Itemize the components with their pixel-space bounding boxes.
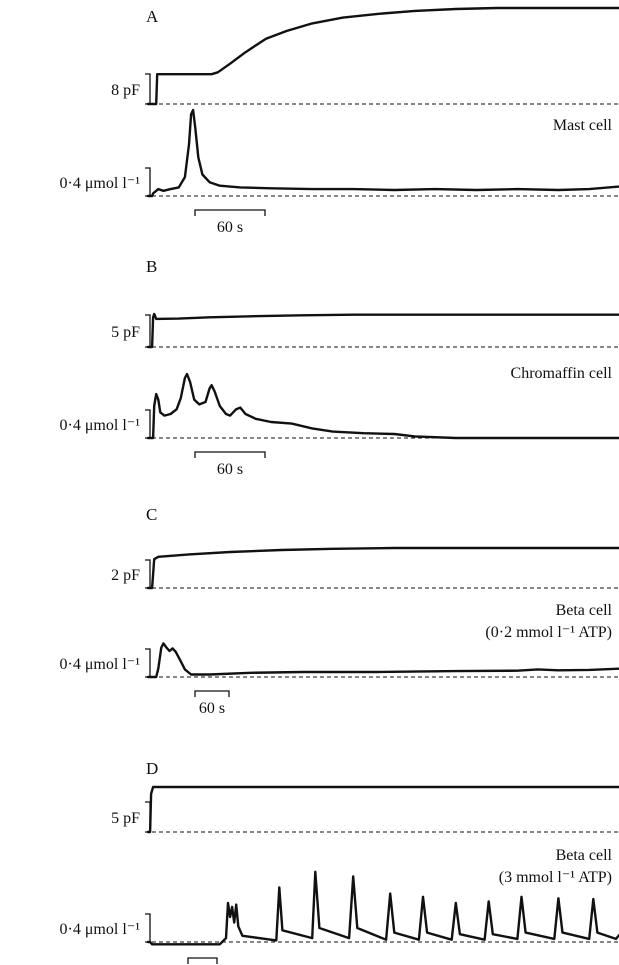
panel-d-cell-label-line-2: (3 mmol l⁻¹ ATP)	[499, 869, 612, 886]
panel-b-calcium-trace	[146, 372, 619, 440]
panel-b-capacitance-scale-bar	[145, 314, 151, 348]
panel-a-time-scale-label: 60 s	[217, 219, 243, 236]
panel-d-capacitance-trace	[146, 785, 619, 834]
panel-b-capacitance-trace	[146, 312, 619, 349]
panel-c-cell-label-line-2: (0·2 mmol l⁻¹ ATP)	[485, 624, 612, 641]
panel-c-capacitance-trace	[146, 546, 619, 590]
panel-c-letter: C	[146, 505, 157, 524]
panel-a-calcium-scale-label: 0·4 μmol l⁻¹	[60, 175, 141, 192]
panel-c-calcium-scale-bar	[145, 648, 151, 678]
panel-c-time-scale-label: 60 s	[199, 700, 225, 717]
panel-c-capacitance-scale-label: 2 pF	[111, 567, 140, 584]
panel-c-calcium-trace	[146, 642, 619, 679]
panel-d-letter: D	[146, 759, 158, 778]
panel-a-capacitance-scale-label: 8 pF	[111, 82, 140, 99]
panel-a-time-scale-bar	[194, 209, 266, 216]
panel-a-calcium-scale-bar	[145, 167, 151, 197]
panel-a-capacitance-scale-bar	[145, 73, 151, 105]
panel-d-calcium-scale-label: 0·4 μmol l⁻¹	[60, 921, 141, 938]
panel-b-capacitance-scale-label: 5 pF	[111, 324, 140, 341]
panel-d-calcium-trace	[146, 870, 619, 946]
panel-a-capacitance-trace	[146, 6, 619, 106]
panel-c-capacitance-scale-bar	[145, 559, 151, 589]
panel-c-calcium-scale-label: 0·4 μmol l⁻¹	[60, 656, 141, 673]
panel-d-time-scale-bar	[187, 957, 218, 964]
panel-b-calcium-scale-label: 0·4 μmol l⁻¹	[60, 417, 141, 434]
panel-c-time-scale-bar	[194, 690, 230, 697]
panel-d-capacitance-scale-bar	[145, 801, 151, 833]
panel-b-time-scale-label: 60 s	[217, 461, 243, 478]
panel-d-cell-label-line-1: Beta cell	[556, 847, 613, 864]
panel-a-letter: A	[146, 7, 159, 26]
panel-d-calcium-scale-bar	[145, 913, 151, 943]
panel-d-capacitance-scale-label: 5 pF	[111, 810, 140, 827]
panel-b-letter: B	[146, 257, 157, 276]
panel-b-time-scale-bar	[194, 451, 266, 458]
panel-b-cell-label-line-1: Chromaffin cell	[511, 365, 613, 382]
panel-c-cell-label-line-1: Beta cell	[556, 602, 613, 619]
panel-b-calcium-scale-bar	[145, 409, 151, 439]
panel-a-calcium-trace	[146, 108, 619, 198]
panel-a-cell-label-line-1: Mast cell	[553, 117, 613, 134]
